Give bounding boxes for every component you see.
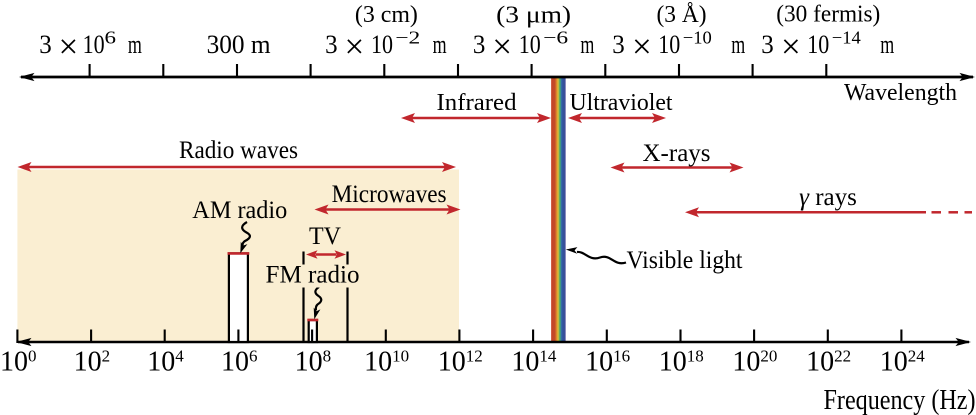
svg-text:1010: 1010 bbox=[364, 347, 409, 378]
svg-text:Infrared: Infrared bbox=[437, 90, 517, 116]
svg-text:1018: 1018 bbox=[659, 347, 704, 378]
svg-text:1016: 1016 bbox=[585, 347, 630, 378]
svg-text:(3 Å): (3 Å) bbox=[657, 2, 707, 28]
svg-text:−6: −6 bbox=[543, 28, 568, 48]
svg-text:Frequency (Hz): Frequency (Hz) bbox=[824, 385, 976, 415]
svg-text:10: 10 bbox=[371, 30, 393, 59]
svg-text:1012: 1012 bbox=[438, 347, 483, 378]
svg-text:Wavelength: Wavelength bbox=[844, 80, 957, 106]
svg-text:m: m bbox=[580, 30, 594, 59]
svg-text:Visible light: Visible light bbox=[627, 247, 743, 274]
svg-text:106: 106 bbox=[221, 347, 258, 378]
svg-text:Microwaves: Microwaves bbox=[332, 181, 447, 208]
svg-text:−10: −10 bbox=[683, 28, 712, 48]
svg-text:(3 μm): (3 μm) bbox=[496, 3, 571, 29]
svg-text:1024: 1024 bbox=[880, 347, 926, 378]
svg-text:3: 3 bbox=[612, 30, 625, 59]
svg-text:×: × bbox=[492, 27, 512, 66]
svg-text:3: 3 bbox=[39, 30, 52, 59]
svg-text:10: 10 bbox=[658, 30, 680, 59]
svg-text:3: 3 bbox=[325, 30, 338, 59]
svg-text:Radio waves: Radio waves bbox=[179, 137, 298, 164]
svg-text:−14: −14 bbox=[832, 28, 861, 48]
svg-text:×: × bbox=[345, 27, 365, 66]
svg-text:m: m bbox=[433, 30, 447, 59]
svg-text:m: m bbox=[880, 30, 894, 59]
svg-text:1022: 1022 bbox=[806, 347, 851, 378]
svg-text:100: 100 bbox=[0, 347, 36, 378]
svg-text:γ rays: γ rays bbox=[799, 184, 857, 211]
svg-text:3: 3 bbox=[473, 30, 486, 59]
svg-text:104: 104 bbox=[147, 347, 184, 378]
svg-text:m: m bbox=[731, 30, 745, 59]
svg-text:(3 cm): (3 cm) bbox=[355, 2, 418, 28]
svg-text:TV: TV bbox=[309, 223, 341, 250]
svg-text:X-rays: X-rays bbox=[643, 140, 711, 167]
svg-text:10: 10 bbox=[807, 30, 829, 59]
svg-text:300 m: 300 m bbox=[207, 30, 271, 59]
svg-text:Ultraviolet: Ultraviolet bbox=[570, 90, 673, 116]
svg-text:FM radio: FM radio bbox=[266, 262, 360, 289]
svg-text:102: 102 bbox=[74, 347, 111, 378]
svg-text:×: × bbox=[632, 27, 652, 66]
svg-text:6: 6 bbox=[105, 28, 117, 48]
svg-text:×: × bbox=[59, 27, 79, 66]
svg-text:AM radio: AM radio bbox=[192, 197, 287, 224]
svg-text:108: 108 bbox=[295, 347, 332, 378]
svg-text:(30 fermis): (30 fermis) bbox=[776, 2, 880, 28]
svg-text:−2: −2 bbox=[395, 28, 420, 48]
svg-text:m: m bbox=[128, 30, 142, 59]
svg-text:1020: 1020 bbox=[732, 347, 777, 378]
svg-text:3: 3 bbox=[761, 30, 774, 59]
svg-text:10: 10 bbox=[83, 30, 105, 59]
svg-text:1014: 1014 bbox=[511, 347, 557, 378]
svg-text:10: 10 bbox=[519, 30, 541, 59]
svg-text:×: × bbox=[781, 27, 801, 66]
